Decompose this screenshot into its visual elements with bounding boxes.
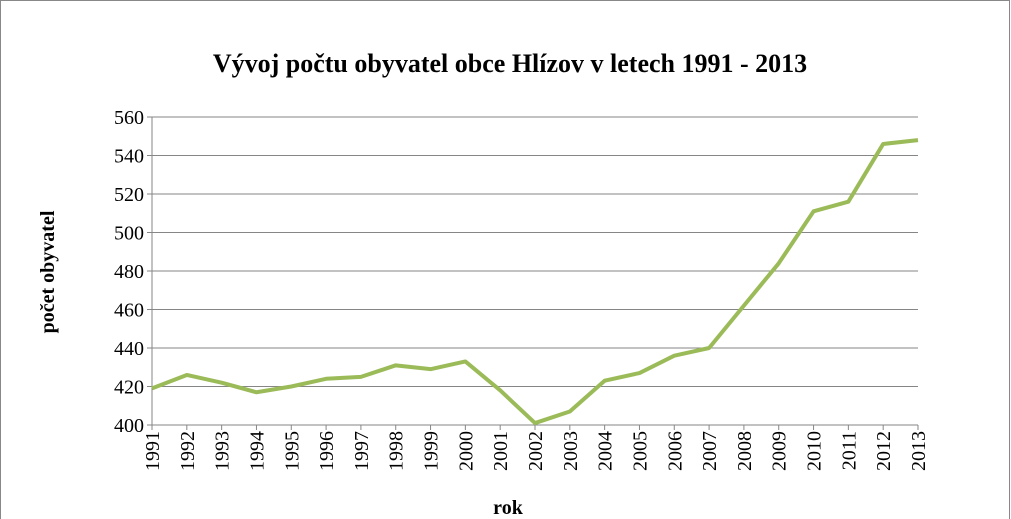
x-tick-label: 2001 [490, 431, 512, 471]
x-tick-label: 2003 [560, 431, 582, 471]
y-tick-label: 420 [114, 377, 144, 399]
x-tick-label: 1993 [212, 431, 234, 471]
y-tick-label: 480 [114, 261, 144, 283]
x-tick-label: 2007 [699, 431, 721, 471]
x-tick-label: 2008 [734, 431, 756, 471]
x-tick-label: 2010 [804, 431, 826, 471]
x-axis-title: rok [493, 497, 524, 519]
x-tick-label: 1998 [386, 431, 408, 471]
x-tick-label: 1997 [351, 431, 373, 471]
x-tick-label: 2004 [595, 431, 617, 471]
y-tick-label: 400 [114, 415, 144, 437]
chart-title: Vývoj počtu obyvatel obce Hlízov v letec… [213, 49, 807, 78]
x-tick-label: 2012 [873, 431, 895, 471]
x-tick-label: 2009 [769, 431, 791, 471]
data-line [151, 138, 919, 426]
y-tick-label: 500 [114, 223, 144, 245]
x-tick-label: 1992 [177, 431, 199, 471]
x-tick-label: 1996 [316, 431, 338, 471]
x-tick-label: 1994 [246, 431, 268, 471]
x-tick-label: 2005 [629, 431, 651, 471]
y-tick-label: 560 [114, 107, 144, 129]
x-tick-label: 1991 [142, 431, 164, 471]
x-tick-label: 2011 [838, 431, 860, 470]
y-tick-label: 460 [114, 300, 144, 322]
x-tick-label: 1995 [281, 431, 303, 471]
x-tick-label: 2006 [664, 431, 686, 471]
x-tick-label: 1999 [421, 431, 443, 471]
y-tick-label: 440 [114, 338, 144, 360]
x-tick-label: 2000 [455, 431, 477, 471]
y-axis-title: počet obyvatel [37, 210, 59, 333]
x-tick-label: 2013 [908, 431, 930, 471]
y-tick-label: 540 [114, 146, 144, 168]
y-tick-label: 520 [114, 184, 144, 206]
x-tick-label: 2002 [525, 431, 547, 471]
